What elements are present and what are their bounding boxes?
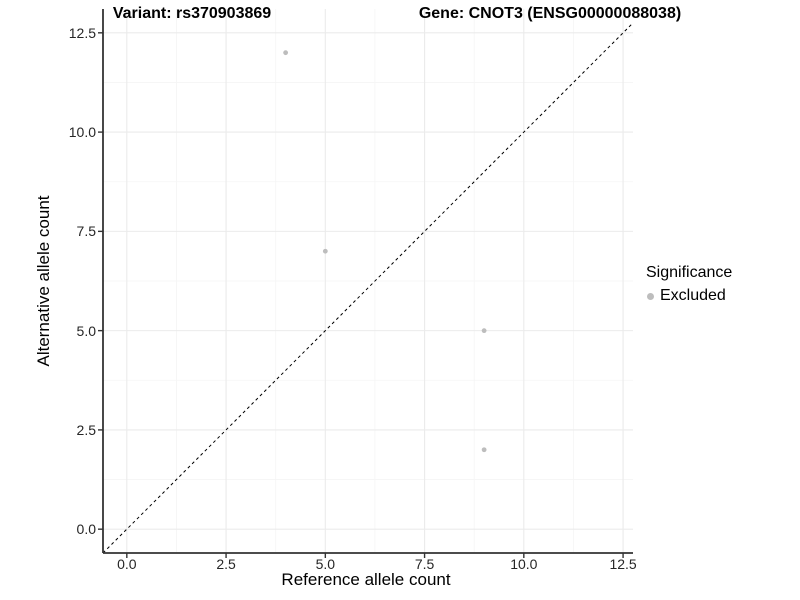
x-tick-label: 10.0 (510, 556, 538, 572)
y-tick-label: 7.5 (76, 223, 96, 240)
x-tick-label: 12.5 (609, 556, 637, 572)
legend-item-label: Excluded (660, 287, 726, 304)
data-point (322, 248, 328, 254)
y-tick-label: 0.0 (76, 521, 96, 538)
y-tick-label: 2.5 (76, 421, 96, 438)
x-tick-label: 0.0 (117, 556, 137, 572)
identity-line (102, 22, 634, 554)
y-tick-label: 5.0 (76, 322, 96, 339)
legend-item-excluded: Excluded (646, 287, 732, 305)
y-tick-label: 12.5 (68, 24, 96, 41)
gene-title: Gene: CNOT3 (ENSG00000088038) (418, 5, 682, 22)
x-tick-label: 5.0 (315, 556, 336, 572)
excluded-point-icon (647, 292, 654, 300)
x-tick-label: 7.5 (414, 556, 435, 572)
legend-title: Significance (646, 264, 733, 281)
x-tick-label: 2.5 (216, 556, 236, 572)
y-axis-label: Alternative allele count (34, 195, 53, 367)
y-tick-label: 10.0 (68, 124, 96, 141)
data-point (481, 328, 487, 334)
x-axis-label: Reference allele count (281, 570, 451, 589)
data-point (283, 50, 289, 56)
data-point (481, 447, 487, 453)
legend: Significance Excluded (646, 264, 732, 305)
variant-title: Variant: rs370903869 (112, 5, 272, 22)
